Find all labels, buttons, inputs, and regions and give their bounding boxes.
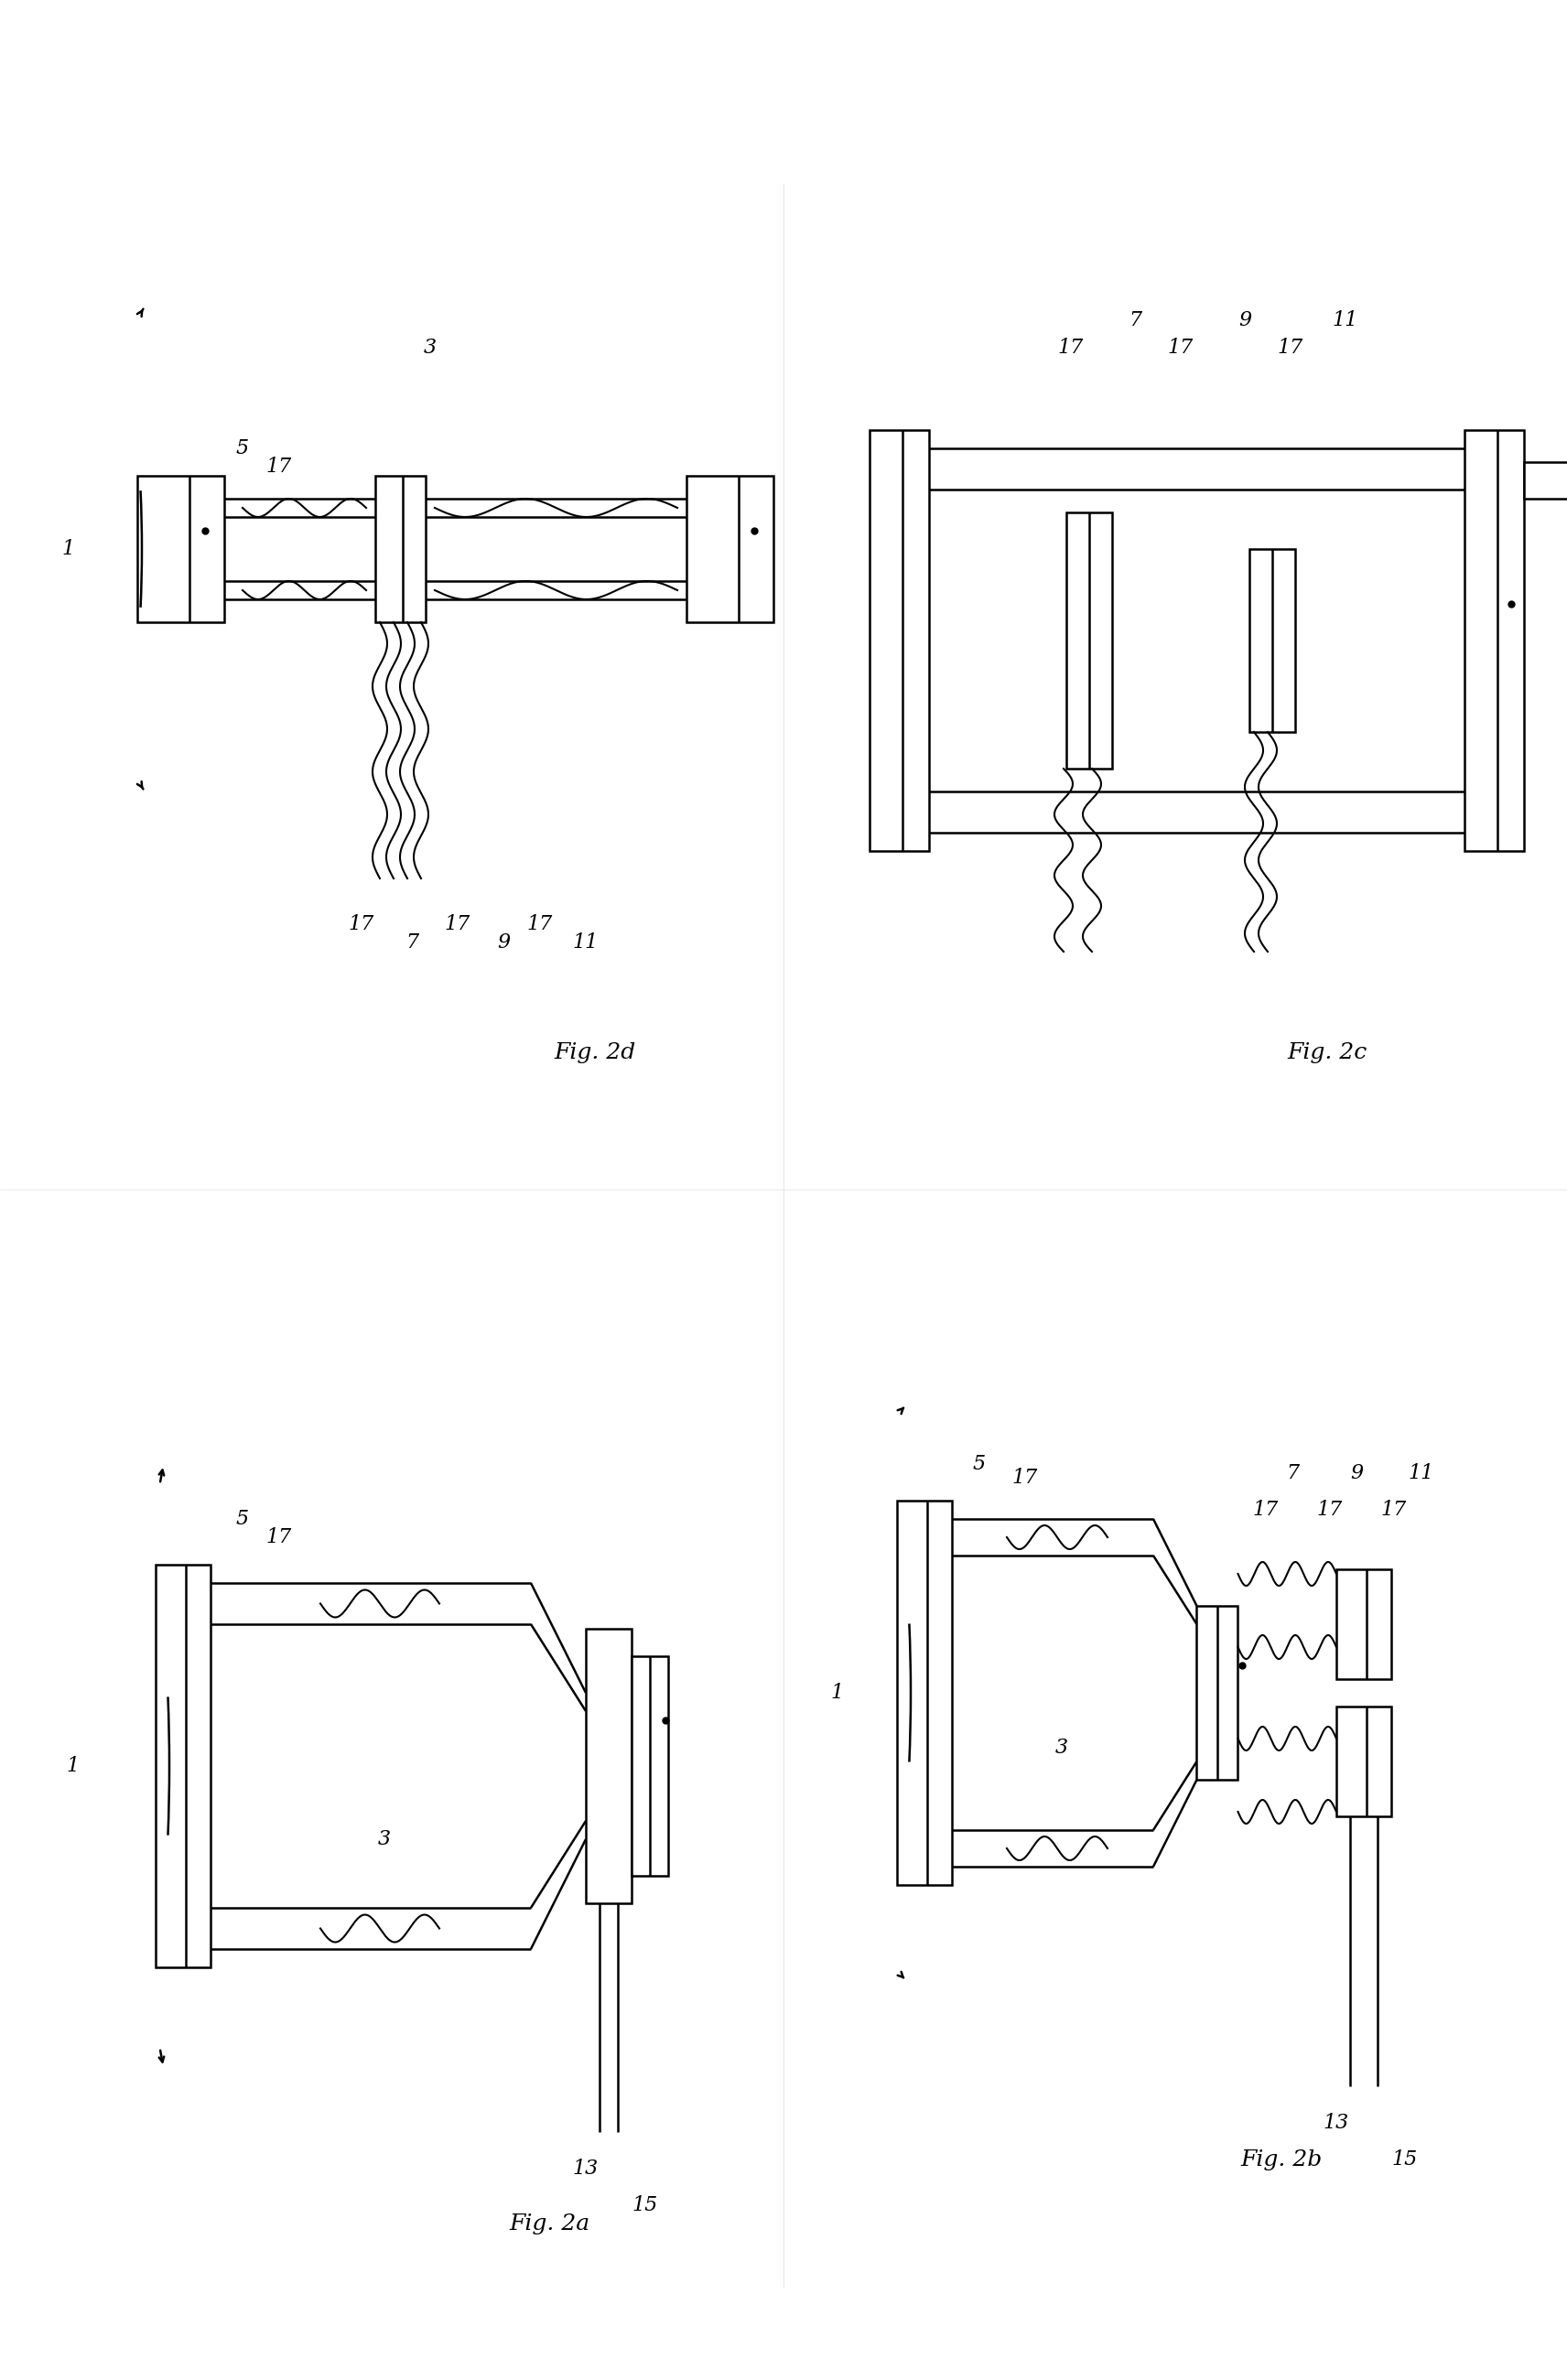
Bar	[1249, 550, 1296, 733]
Bar	[896, 1502, 951, 1885]
Text: 9: 9	[1238, 309, 1252, 331]
Bar	[1525, 462, 1567, 500]
Bar	[1066, 512, 1113, 769]
Text: 9: 9	[497, 933, 509, 952]
Text: 17: 17	[1381, 1499, 1407, 1521]
Text: 17: 17	[1277, 338, 1304, 357]
Text: 13: 13	[574, 2159, 599, 2178]
Bar	[632, 1656, 668, 1875]
Text: Fig. 2b: Fig. 2b	[1241, 2149, 1323, 2171]
Text: 17: 17	[1167, 338, 1194, 357]
Text: 11: 11	[1332, 309, 1359, 331]
Bar	[870, 431, 929, 852]
Text: 15: 15	[633, 2194, 658, 2216]
Text: 1: 1	[63, 538, 75, 559]
Text: 17: 17	[527, 914, 553, 935]
Text: 7: 7	[1128, 309, 1141, 331]
Text: 17: 17	[266, 457, 291, 476]
Text: 17: 17	[348, 914, 375, 935]
Text: 7: 7	[406, 933, 418, 952]
Text: 13: 13	[1324, 2113, 1349, 2132]
Bar	[155, 1564, 210, 1968]
Text: 1: 1	[831, 1683, 845, 1702]
Text: 3: 3	[1055, 1737, 1069, 1759]
Text: 5: 5	[237, 1509, 249, 1528]
Text: 5: 5	[973, 1454, 986, 1473]
Bar	[138, 476, 224, 621]
Text: 15: 15	[1391, 2149, 1418, 2171]
Text: 3: 3	[378, 1830, 390, 1849]
Bar	[1337, 1706, 1391, 1816]
Text: 5: 5	[237, 438, 249, 459]
Text: 17: 17	[1316, 1499, 1343, 1521]
Text: 17: 17	[266, 1528, 291, 1547]
Text: 17: 17	[1012, 1468, 1037, 1488]
Text: Fig. 2a: Fig. 2a	[509, 2213, 589, 2235]
Text: 11: 11	[1409, 1464, 1434, 1483]
Text: 1: 1	[67, 1756, 80, 1775]
Bar	[1197, 1606, 1238, 1780]
Text: 17: 17	[1058, 338, 1084, 357]
Bar	[375, 476, 426, 621]
Text: Fig. 2d: Fig. 2d	[555, 1042, 636, 1064]
Bar	[686, 476, 774, 621]
Text: 11: 11	[574, 933, 599, 952]
Text: 3: 3	[423, 338, 437, 357]
Text: 17: 17	[445, 914, 470, 935]
Text: Fig. 2c: Fig. 2c	[1287, 1042, 1366, 1064]
Text: 17: 17	[1252, 1499, 1279, 1521]
Text: 7: 7	[1287, 1464, 1299, 1483]
Bar	[1465, 431, 1525, 852]
Text: 9: 9	[1351, 1464, 1363, 1483]
Bar	[586, 1628, 632, 1904]
Bar	[1337, 1568, 1391, 1678]
